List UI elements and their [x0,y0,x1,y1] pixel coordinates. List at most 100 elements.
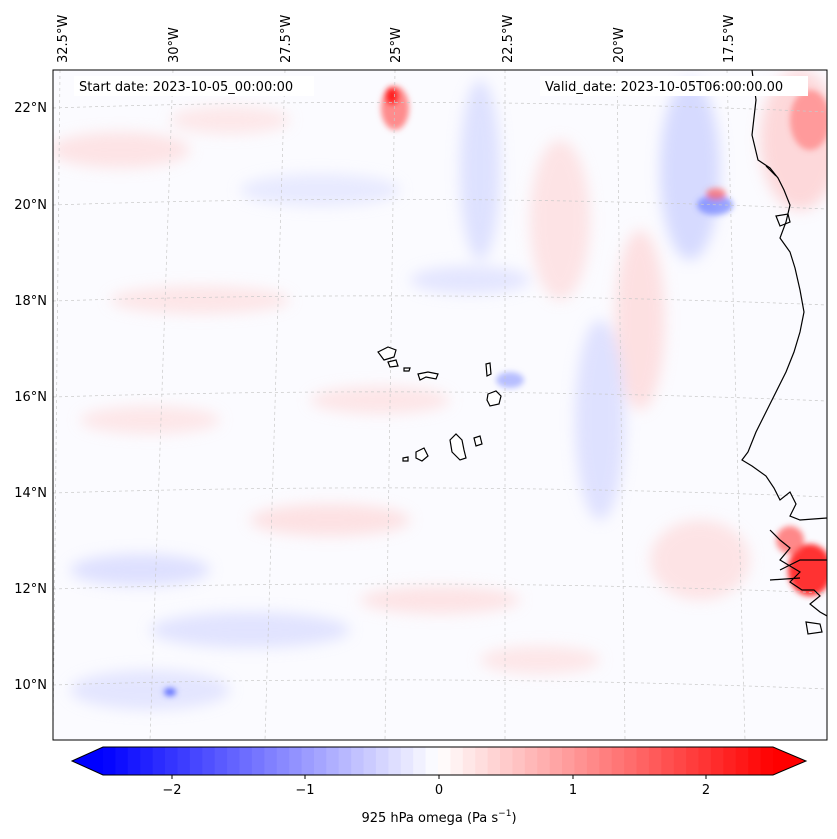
colorbar-step [313,747,327,775]
colorbar-step [611,747,625,775]
colorbar-step [165,747,179,775]
colorbar-step [524,747,538,775]
colorbar-step [574,747,588,775]
colorbar-step [673,747,687,775]
colorbar-step [425,747,439,775]
colorbar-step [115,747,129,775]
lon-tick-label: 30°W [167,27,182,63]
colorbar-tick-label: 2 [702,783,710,798]
valid-date-label: Valid_date: 2023-10-05T06:00:00.00 [545,80,783,95]
island-sao-nicolau [417,371,439,381]
senegambia-coastline [769,529,827,617]
map-frame [52,69,828,741]
colorbar-step [760,747,774,775]
colorbar-step [227,747,241,775]
colorbar-step [140,747,154,775]
colorbar-step [189,747,203,775]
map-panel [53,70,827,740]
lon-tick-label: 27.5°W [279,15,294,63]
colorbar-steps [72,747,806,775]
colorbar-step [487,747,501,775]
lat-tick-label: 14°N [14,486,47,501]
lat-tick-label: 10°N [14,678,47,693]
colorbar-step [636,747,650,775]
lon-tick-label: 20°W [612,27,627,63]
colorbar-step [648,747,662,775]
colorbar: −2 −1 0 1 2 925 hPa omega (Pa s−1) [70,746,808,826]
lat-tick-label: 16°N [14,390,47,405]
colorbar-tick-label: −2 [162,783,181,798]
graticule [53,70,827,740]
lon-tick-label: 25°W [389,27,404,63]
colorbar-step [710,747,724,775]
colorbar-step [562,747,576,775]
island-sal [485,362,492,377]
colorbar-outline [70,746,808,776]
omega-field [53,70,827,710]
colorbar-step [661,747,675,775]
colorbar-step [363,747,377,775]
colorbar-step [462,747,476,775]
colorbar-step [599,747,613,775]
start-date-box [74,76,314,96]
lat-tick-label: 20°N [14,198,47,213]
colorbar-step [338,747,352,775]
island-maio [473,435,483,447]
colorbar-tick-label: 0 [435,783,443,798]
island-sao-vicente [387,359,399,368]
colorbar-step [698,747,712,775]
colorbar-step [375,747,389,775]
colorbar-step [264,747,278,775]
latitude-axis: 22°N 20°N 18°N 16°N 14°N 12°N 10°N [14,101,47,693]
colorbar-step [326,747,340,775]
colorbar-step [500,747,514,775]
lon-tick-label: 32.5°W [56,15,71,63]
valid-date-box [540,76,808,96]
cape-verde-islands [377,346,502,462]
colorbar-step [251,747,265,775]
longitude-axis: 32.5°W 30°W 27.5°W 25°W 22.5°W 20°W 17.5… [56,15,737,63]
start-date-label: Start date: 2023-10-05_00:00:00 [79,80,293,95]
omega-field-strong [164,86,827,696]
colorbar-step [239,747,253,775]
colorbar-step [723,747,737,775]
colorbar-step [103,747,117,775]
colorbar-step [276,747,290,775]
colorbar-step [438,747,452,775]
island-fogo [415,447,429,462]
lon-tick-label: 17.5°W [722,15,737,63]
island-brava [402,456,409,462]
colorbar-step [351,747,365,775]
colorbar-step [512,747,526,775]
island-santa-luzia [403,367,411,372]
colorbar-step [686,747,700,775]
colorbar-step [202,747,216,775]
west-africa-coastline [741,70,827,521]
colorbar-step [289,747,303,775]
colorbar-step [475,747,489,775]
colorbar-step [388,747,402,775]
lat-tick-label: 18°N [14,294,47,309]
colorbar-step [624,747,638,775]
colorbar-label: 925 hPa omega (Pa s−1) [361,809,516,826]
lat-tick-label: 22°N [14,101,47,116]
colorbar-step [301,747,315,775]
colorbar-step [152,747,166,775]
lon-tick-label: 22.5°W [501,15,516,63]
colorbar-tick-label: 1 [569,783,577,798]
island-santiago [449,433,467,461]
colorbar-ticks [171,775,707,779]
coastlines [741,70,827,635]
colorbar-step [413,747,427,775]
colorbar-step [127,747,141,775]
island-santo-antao [377,346,397,361]
colorbar-step [735,747,749,775]
colorbar-tick-label: −1 [295,783,314,798]
colorbar-extend-max [773,747,806,775]
colorbar-step [748,747,762,775]
island-boa-vista [486,390,502,407]
lat-tick-label: 12°N [14,582,47,597]
colorbar-step [549,747,563,775]
colorbar-step [537,747,551,775]
